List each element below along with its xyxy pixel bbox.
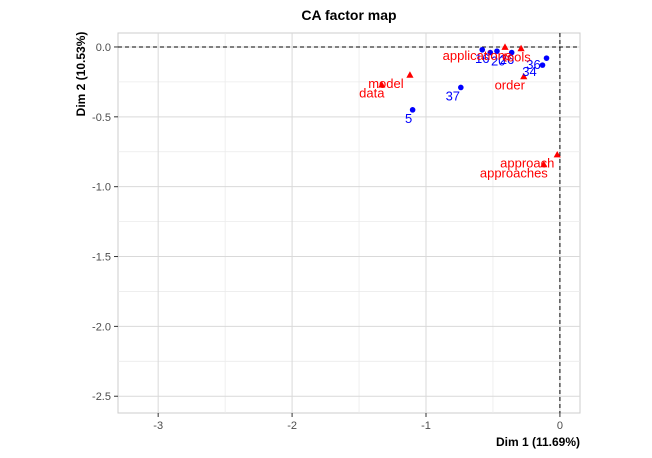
x-tick-label: -2 — [287, 420, 297, 432]
y-tick-label: -1.0 — [92, 182, 111, 194]
column-point-marker — [553, 150, 561, 158]
x-axis-title: Dim 1 (11.69%) — [496, 435, 580, 449]
row-point-label: 20 — [491, 54, 505, 69]
column-point-marker — [517, 44, 525, 52]
row-point-marker — [409, 107, 416, 113]
row-point-marker — [479, 46, 486, 53]
column-point-marker — [520, 72, 528, 80]
row-point-marker — [543, 55, 550, 61]
column-point-label: applications — [443, 48, 512, 63]
row-point-marker — [458, 84, 464, 91]
y-tick-label: 0.0 — [96, 42, 111, 54]
column-point-label: approach — [500, 156, 554, 171]
column-point-marker — [406, 71, 414, 78]
row-point-marker — [487, 49, 494, 56]
x-tick-label: -3 — [153, 420, 163, 432]
row-point-label: 5 — [405, 111, 412, 126]
y-tick-label: -1.5 — [92, 252, 111, 264]
row-point-label: 26 — [500, 52, 514, 67]
x-tick-label: -1 — [421, 420, 431, 432]
axis-ticks: -3 -2 -1 0 0.0 -0.5 -1.0 -1.5 -2.0 -2.5 — [92, 42, 563, 432]
row-point-marker — [539, 62, 546, 68]
row-point-marker — [508, 49, 515, 56]
column-point-label: order — [495, 77, 526, 92]
column-point-label: data — [359, 86, 385, 101]
data-points — [378, 43, 561, 168]
column-point-label: tools — [503, 49, 531, 64]
row-point-label: 37 — [446, 88, 460, 103]
y-axis-title: Dim 2 (10.53%) — [74, 32, 88, 117]
row-point-label: 36 — [526, 57, 540, 72]
y-tick-label: -2.5 — [92, 391, 111, 403]
y-tick-label: -2.0 — [92, 321, 111, 333]
column-point-marker — [378, 81, 386, 88]
y-tick-label: -0.5 — [92, 112, 111, 124]
column-point-label: model — [368, 76, 404, 91]
row-point-label: 16 — [475, 51, 489, 66]
row-point-marker — [494, 48, 500, 54]
reference-lines — [118, 33, 580, 413]
column-point-marker — [540, 160, 548, 168]
row-point-label: 34 — [522, 64, 536, 79]
x-tick-label: 0 — [557, 420, 563, 432]
column-point-marker — [501, 43, 509, 50]
chart-title: CA factor map — [301, 7, 396, 23]
column-point-label: approaches — [480, 165, 548, 180]
plot-panel-border — [117, 32, 581, 414]
